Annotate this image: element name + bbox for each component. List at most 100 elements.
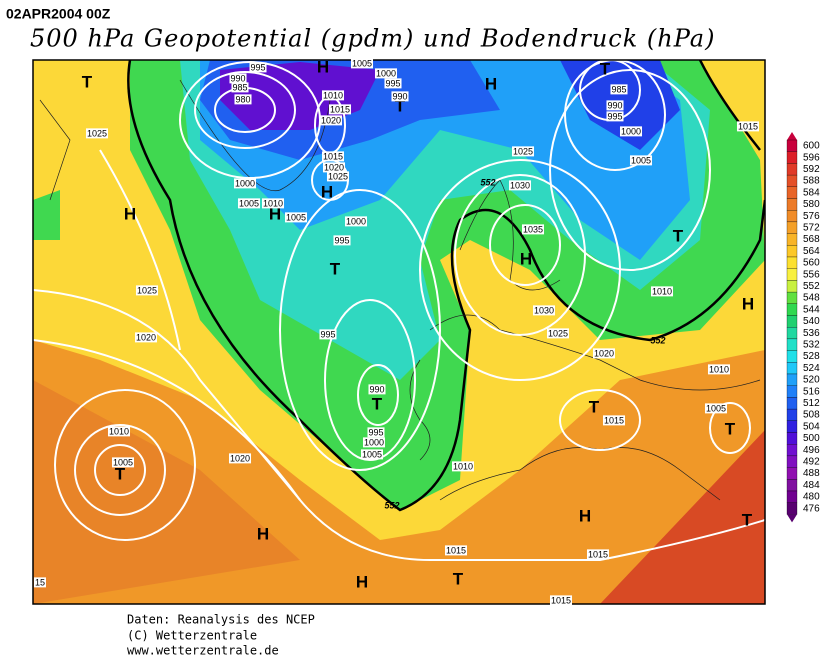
isobar-label-bg — [237, 198, 261, 209]
colorbar-cell — [786, 350, 798, 363]
isobar-label: 995 — [250, 62, 265, 72]
isobar-label: 985 — [611, 84, 626, 94]
isobar-label-bg — [261, 198, 285, 209]
pressure-center: T — [330, 259, 341, 278]
isobar-label-bg — [350, 58, 374, 69]
isobar-label-bg — [360, 449, 384, 460]
pressure-center: H — [321, 182, 333, 201]
isobar-label: 1000 — [376, 68, 396, 78]
isobar-label-bg — [444, 545, 468, 556]
isobar-label: 1035 — [523, 224, 543, 234]
isobar-label: 1020 — [594, 348, 614, 358]
isobar-label: 1000 — [346, 216, 366, 226]
colorbar-cell — [786, 151, 798, 164]
isobar-label-bg — [134, 332, 158, 343]
isobar-label: 995 — [334, 235, 349, 245]
isobar-label-bg — [228, 453, 252, 464]
colorbar-cell — [786, 479, 798, 492]
isobar-label: 1015 — [738, 121, 758, 131]
colorbar-cell — [786, 186, 798, 199]
date: 02APR2004 00Z — [6, 6, 111, 22]
isobar-label-bg — [284, 212, 308, 223]
isobar-label-bg — [549, 595, 573, 606]
colorbar-label: 492 — [803, 457, 820, 468]
isobar-label: 1020 — [321, 115, 341, 125]
isobar-label: 1015 — [604, 415, 624, 425]
colorbar-cell — [786, 280, 798, 293]
isobar-label-bg — [249, 62, 267, 73]
isobar-label-bg — [586, 549, 610, 560]
colorbar-label: 568 — [803, 234, 820, 245]
colorbar-label: 476 — [803, 503, 820, 514]
isobar-label-bg — [704, 403, 728, 414]
pressure-center: H — [257, 524, 269, 543]
isobar-label: 1010 — [652, 286, 672, 296]
colorbar-cell — [786, 245, 798, 258]
colorbar-cell — [786, 139, 798, 152]
isobar-label: 1005 — [286, 212, 306, 222]
colorbar-label: 528 — [803, 351, 820, 362]
isobar-label-bg — [319, 115, 343, 126]
colorbar-label: 504 — [803, 421, 820, 432]
isobar-label-bg — [344, 216, 368, 227]
isobar-label-bg — [234, 94, 252, 105]
colorbar-label: 536 — [803, 328, 820, 339]
isobar-label: 1025 — [328, 171, 348, 181]
isobar-label: 1030 — [510, 180, 530, 190]
isobar-label-bg — [650, 286, 674, 297]
colorbar-cell — [786, 291, 798, 304]
isobar-label-bg — [328, 104, 352, 115]
isobar-label-bg — [229, 73, 247, 84]
footer-source: Daten: Reanalysis des NCEP — [127, 613, 315, 627]
contour-label: 552 — [650, 335, 665, 345]
isobar-label: 995 — [385, 78, 400, 88]
colorbar-label: 500 — [803, 433, 820, 444]
pressure-center: T — [600, 59, 611, 78]
colorbar-label: 544 — [803, 304, 820, 315]
colorbar-label: 488 — [803, 468, 820, 479]
pressure-center: H — [485, 74, 497, 93]
isobar-label: 1025 — [513, 146, 533, 156]
isobar-label-bg — [85, 128, 109, 139]
colorbar-label: 588 — [803, 176, 820, 187]
footer-url: www.wetterzentrale.de — [127, 644, 279, 656]
isobar-label: 995 — [607, 111, 622, 121]
isobar-label-bg — [619, 126, 643, 137]
isobar-label: 1010 — [453, 461, 473, 471]
isobar-label-bg — [368, 384, 386, 395]
isobar-label: 1020 — [136, 332, 156, 342]
isobar-label-bg — [532, 305, 556, 316]
colorbar-label: 484 — [803, 480, 820, 491]
isobar-label-bg — [333, 235, 351, 246]
isobar-label-bg — [610, 84, 628, 95]
isobar-label: 1005 — [631, 155, 651, 165]
colorbar-cell — [786, 408, 798, 421]
isobar-label-bg — [367, 427, 385, 438]
isobar-label: 1020 — [324, 162, 344, 172]
isobar-label: 990 — [230, 73, 245, 83]
colorbar-cell — [786, 174, 798, 187]
isobar-label: 1000 — [235, 178, 255, 188]
colorbar-cell — [786, 327, 798, 340]
colorbar-cell — [786, 502, 798, 515]
colorbar-label: 508 — [803, 410, 820, 421]
colorbar-cell — [786, 373, 798, 386]
isobar-label-bg — [707, 364, 731, 375]
footer-copyright: (C) Wetterzentrale — [127, 629, 257, 643]
colorbar-label: 556 — [803, 269, 820, 280]
isobar-label-bg — [391, 91, 409, 102]
colorbar-label: 560 — [803, 258, 820, 269]
map-frame — [32, 59, 766, 605]
colorbar-label: 584 — [803, 187, 820, 198]
isobars — [33, 60, 765, 562]
isobar-label-bg — [602, 415, 626, 426]
isobar-label-bg — [374, 68, 398, 79]
pressure-center: H — [356, 572, 368, 591]
colorbar-label: 596 — [803, 152, 820, 163]
colorbar-label: 516 — [803, 386, 820, 397]
isobar-label-bg — [326, 171, 350, 182]
isobar-label: 1015 — [551, 595, 571, 605]
isobar-label: 1000 — [364, 437, 384, 447]
